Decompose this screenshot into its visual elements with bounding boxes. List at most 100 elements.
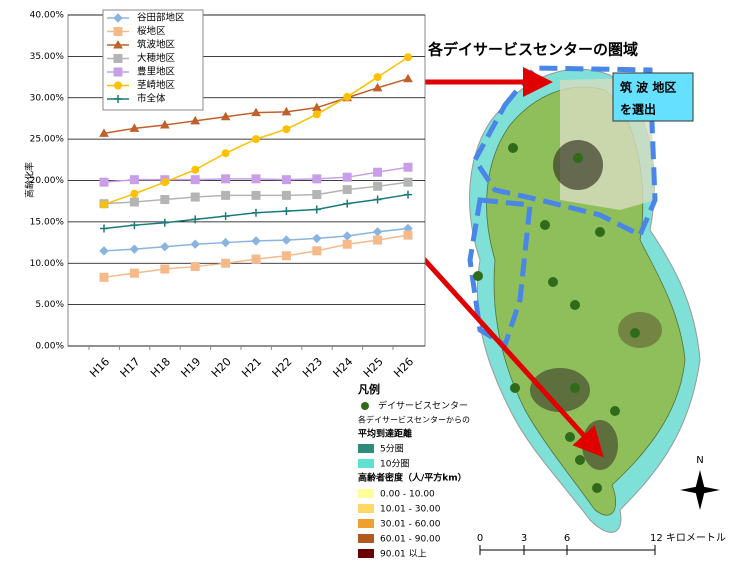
tsukuba-boundary [472, 65, 658, 239]
marker [190, 192, 200, 202]
marker [373, 181, 383, 191]
legend-marker [114, 81, 122, 90]
marker [281, 235, 292, 245]
x-tick-label: H21 [239, 355, 264, 380]
marker [191, 215, 200, 224]
scale-label: 0 [477, 533, 483, 544]
marker [251, 254, 261, 264]
dense-area [582, 420, 618, 470]
marker [251, 174, 261, 184]
marker [282, 207, 291, 216]
map-title: 各デイサービスセンターの圏域 [427, 41, 638, 59]
center-symbol [361, 402, 369, 410]
legend-label: 茎崎地区 [137, 79, 176, 91]
legend-text: 10分圏 [380, 459, 409, 470]
marker [100, 200, 108, 209]
marker [312, 110, 321, 119]
marker [404, 190, 412, 199]
marker [342, 185, 352, 195]
marker [99, 128, 109, 137]
legend-title: 凡例 [358, 382, 380, 396]
marker [160, 241, 170, 252]
x-tick-label: H26 [391, 355, 416, 380]
legend-marker [113, 54, 123, 63]
chart: 0.00% 5.00% 10.00% 15.00% 20.00% 25.00% 30.00%… [30, 9, 425, 380]
marker [129, 175, 139, 185]
marker [251, 190, 261, 200]
legend-text: 各デイサービスセンターからの [358, 415, 470, 425]
marker [312, 174, 322, 184]
marker [373, 167, 383, 177]
legend-text: 平均到達距離 [358, 428, 412, 440]
callout-box [612, 72, 694, 122]
legend-marker [113, 13, 123, 23]
dense-area [530, 368, 590, 412]
marker [312, 246, 322, 256]
map-legend: 凡例 デイサービスセンター 各デイサービスセンターからの 平均到達距離 5分圏 … [352, 380, 480, 565]
legend-label: 桜地区 [137, 25, 166, 37]
callout-text: を選出 [620, 102, 656, 117]
legend-label: 市全体 [137, 93, 166, 105]
marker [130, 221, 139, 230]
legend-text: 高齢者密度（人/平方km） [358, 472, 467, 484]
marker [99, 246, 109, 256]
legend-label: 大穂地区 [137, 52, 176, 64]
marker [281, 190, 291, 200]
marker [373, 235, 383, 245]
y-tick-label: 5.00% [35, 300, 64, 310]
y-tick-label: 15.00% [30, 217, 65, 227]
marker [191, 165, 200, 174]
marker [282, 125, 291, 134]
y-tick-label: 40.00% [30, 11, 65, 21]
marker [342, 172, 352, 182]
dense-area [618, 312, 662, 348]
marker [312, 190, 322, 200]
marker [129, 123, 140, 132]
x-tick-label: H24 [330, 355, 355, 380]
x-tick-label: H22 [270, 355, 295, 380]
north-arrow: N [680, 455, 720, 510]
legend-text: 0.00 - 10.00 [380, 490, 435, 500]
legend-text: 60.01 - 90.00 [380, 535, 441, 545]
marker [251, 236, 261, 246]
marker [129, 268, 139, 278]
legend-text: 30.01 - 60.00 [380, 520, 441, 530]
marker [130, 189, 139, 198]
marker [373, 73, 382, 82]
marker [403, 177, 413, 187]
legend-marker [113, 27, 123, 36]
marker [281, 251, 291, 261]
marker [281, 106, 292, 116]
legend-text: デイサービスセンター [378, 400, 468, 412]
swatch [358, 519, 374, 528]
x-tick-label: H19 [178, 355, 203, 380]
x-tick-label: H25 [361, 355, 386, 380]
legend-label: 豊里地区 [137, 66, 176, 78]
north-label: N [696, 455, 703, 466]
x-tick-label: H20 [209, 355, 234, 380]
marker [160, 195, 170, 205]
dense-area [553, 140, 603, 190]
marker [404, 53, 412, 62]
marker [159, 120, 170, 129]
marker [312, 233, 322, 244]
swatch [358, 489, 374, 498]
marker [312, 205, 321, 214]
marker [160, 264, 170, 274]
marker [251, 107, 261, 117]
scale-label: 12 キロメートル [650, 533, 726, 544]
marker [129, 244, 140, 254]
marker [403, 162, 413, 172]
marker [221, 190, 231, 200]
marker [221, 258, 231, 268]
swatch [358, 549, 374, 558]
scale-bar: 0 3 6 12 キロメートル [477, 533, 726, 555]
swatch [358, 459, 374, 468]
x-tick-label: H23 [300, 355, 325, 380]
legend-label: 筑波地区 [137, 39, 176, 51]
marker [281, 175, 291, 185]
y-tick-label: 10.00% [30, 259, 65, 269]
marker [190, 262, 200, 272]
marker [403, 73, 413, 83]
